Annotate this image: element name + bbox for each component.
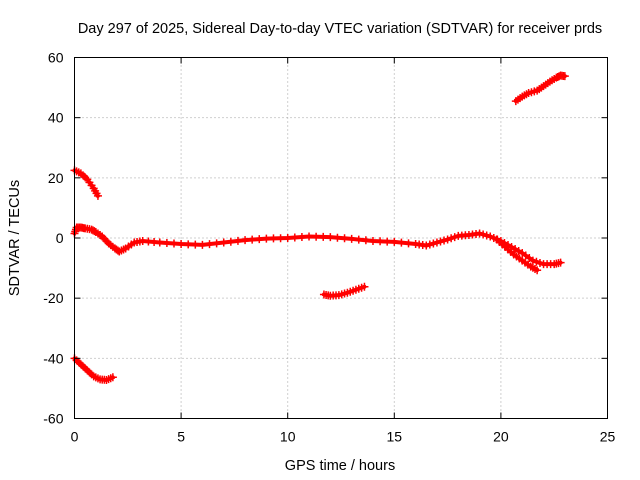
series-middle-track [319, 282, 369, 300]
data-point [319, 232, 328, 241]
data-point [198, 240, 207, 249]
grid-lines [74, 57, 608, 419]
data-point [432, 238, 441, 247]
data-point [262, 234, 271, 243]
data-point [205, 240, 214, 249]
data-point [326, 233, 335, 242]
series-upper-right-track [511, 71, 569, 106]
data-point [255, 235, 264, 244]
series-main-track [70, 223, 565, 269]
data-point [450, 233, 459, 242]
data-point [360, 282, 369, 291]
data-point [219, 238, 228, 247]
data-point [297, 232, 306, 241]
data-point [233, 236, 242, 245]
axis-ticks: 0 5 10 15 20 25 -60 -40 -20 0 20 40 60 [43, 50, 615, 445]
data-point [447, 234, 456, 243]
data-point [290, 233, 299, 242]
series-lower-left-track [70, 354, 117, 384]
series-line [72, 225, 563, 267]
x-tick-label: 0 [71, 429, 79, 445]
data-point [475, 229, 484, 238]
data-point [440, 236, 449, 245]
data-point [241, 236, 250, 245]
data-point [425, 240, 434, 249]
y-tick-label: -40 [43, 350, 63, 366]
data-point [226, 237, 235, 246]
data-point [390, 237, 399, 246]
data-point [177, 240, 186, 249]
data-point [283, 234, 292, 242]
data-point [482, 231, 491, 240]
data-point [184, 240, 193, 249]
data-point [443, 235, 452, 244]
data-point [108, 373, 117, 382]
data-point [340, 234, 349, 243]
data-point [479, 230, 488, 239]
series-upper-left-track [70, 166, 102, 200]
data-point [535, 258, 544, 267]
data-point [333, 233, 342, 242]
data-point [93, 191, 102, 200]
data-point [162, 239, 171, 248]
data-point [191, 240, 200, 249]
y-tick-label: 20 [48, 170, 64, 186]
data-point [429, 239, 438, 248]
data-point [486, 232, 495, 241]
data-point [376, 237, 385, 246]
data-point [361, 236, 370, 245]
data-point [347, 234, 356, 243]
data-point [383, 237, 392, 246]
y-tick-label: -60 [43, 411, 63, 427]
data-point [368, 237, 377, 246]
y-tick-label: 0 [56, 230, 64, 246]
data-point [248, 235, 257, 244]
data-point [354, 235, 363, 244]
y-tick-label: 60 [48, 50, 64, 66]
data-point [212, 239, 221, 248]
x-tick-label: 15 [387, 429, 403, 445]
x-tick-label: 25 [600, 429, 616, 445]
data-series [70, 71, 569, 384]
data-point [560, 72, 569, 81]
data-point [155, 238, 164, 247]
x-axis-label: GPS time / hours [285, 458, 395, 474]
data-point [276, 234, 285, 243]
chart-title: Day 297 of 2025, Sidereal Day-to-day VTE… [78, 21, 602, 37]
y-axis-label: SDTVAR / TECUs [7, 180, 23, 296]
data-point [169, 239, 178, 248]
x-tick-label: 20 [493, 429, 509, 445]
data-point [436, 237, 445, 246]
data-point [404, 239, 413, 248]
data-point [305, 232, 314, 241]
x-tick-label: 10 [280, 429, 296, 445]
data-point [528, 256, 537, 265]
data-point [312, 232, 321, 241]
data-point [556, 258, 565, 267]
y-tick-label: -20 [43, 290, 63, 306]
data-point [397, 238, 406, 247]
x-tick-label: 5 [177, 429, 185, 445]
data-point [532, 257, 541, 266]
series-lower-branch [492, 235, 542, 275]
data-point [269, 234, 278, 243]
data-point [422, 241, 431, 250]
y-tick-label: 40 [48, 110, 64, 126]
data-point [533, 266, 542, 275]
